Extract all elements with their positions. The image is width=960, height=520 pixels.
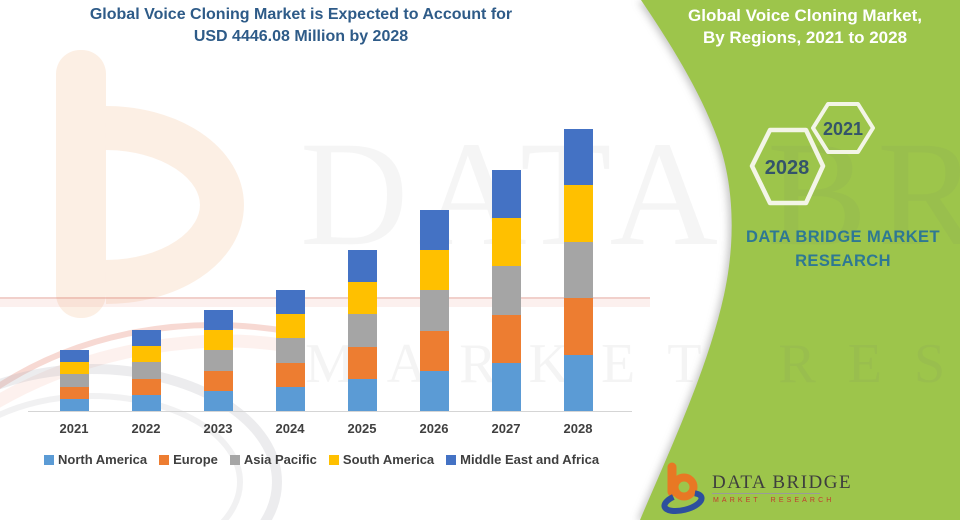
bar-segment-middle-east-and-africa-2024 xyxy=(275,290,305,314)
x-axis-label-2026: 2026 xyxy=(419,421,449,436)
legend-swatch xyxy=(446,454,457,465)
bar-segment-middle-east-and-africa-2021 xyxy=(59,350,89,362)
bar-segment-asia-pacific-2024 xyxy=(275,338,305,363)
hexagon-2028-label: 2028 xyxy=(765,157,810,179)
bar-segment-asia-pacific-2021 xyxy=(59,374,89,387)
legend-swatch xyxy=(159,454,170,465)
bar-segment-asia-pacific-2028 xyxy=(563,242,593,298)
legend-swatch xyxy=(44,454,54,465)
bar-segment-north-america-2028 xyxy=(563,355,593,411)
legend-label: Asia Pacific xyxy=(243,452,317,467)
legend-item-asia-pacific: Asia Pacific xyxy=(229,452,317,467)
bar-segment-middle-east-and-africa-2023 xyxy=(203,310,233,330)
bar-segment-south-america-2022 xyxy=(131,346,161,362)
bar-segment-asia-pacific-2027 xyxy=(491,266,521,315)
bar-segment-south-america-2024 xyxy=(275,314,305,338)
bar-segment-middle-east-and-africa-2022 xyxy=(131,330,161,346)
x-axis-label-2027: 2027 xyxy=(491,421,521,436)
bar-segment-europe-2026 xyxy=(419,331,449,371)
legend-swatch xyxy=(229,454,240,465)
bar-segment-asia-pacific-2025 xyxy=(347,314,377,347)
bar-segment-europe-2021 xyxy=(59,387,89,399)
bar-segment-europe-2027 xyxy=(491,315,521,363)
legend-item-middle-east-and-africa: Middle East and Africa xyxy=(446,452,599,467)
bar-segment-europe-2023 xyxy=(203,371,233,391)
bar-segment-north-america-2022 xyxy=(131,395,161,411)
bar-segment-asia-pacific-2023 xyxy=(203,350,233,371)
bar-segment-middle-east-and-africa-2027 xyxy=(491,170,521,218)
bar-segment-south-america-2026 xyxy=(419,250,449,290)
bar-segment-europe-2028 xyxy=(563,298,593,355)
side-panel-brand: DATA BRIDGE MARKET RESEARCH xyxy=(718,225,960,273)
side-panel-brand-line2: RESEARCH xyxy=(795,252,891,270)
hexagon-2021 xyxy=(811,102,875,154)
bar-segment-asia-pacific-2022 xyxy=(131,362,161,379)
chart-title-line2: USD 4446.08 Million by 2028 xyxy=(193,28,409,45)
chart-legend: North America Europe Asia Pacific South Ame… xyxy=(44,452,599,467)
bar-segment-south-america-2025 xyxy=(347,282,377,314)
bar-segment-north-america-2027 xyxy=(491,363,521,411)
side-panel-brand-line1: DATA BRIDGE MARKET xyxy=(746,228,940,246)
chart-title: Global Voice Cloning Market is Expected … xyxy=(40,4,562,48)
bar-segment-europe-2022 xyxy=(131,379,161,395)
bar-segment-south-america-2021 xyxy=(59,362,89,374)
logo-b-bowl xyxy=(670,473,698,501)
bar-segment-asia-pacific-2026 xyxy=(419,290,449,331)
logo-divider xyxy=(712,493,820,494)
databridge-logo: DATA BRIDGE MARKET RESEARCH xyxy=(660,460,890,516)
bar-segment-south-america-2023 xyxy=(203,330,233,350)
bar-segment-north-america-2023 xyxy=(203,391,233,411)
logo-swoosh xyxy=(661,489,705,515)
legend-item-north-america: North America xyxy=(44,452,147,467)
watermark-horizontal-band xyxy=(0,297,650,307)
logo-wordmark: DATA BRIDGE xyxy=(712,472,853,493)
x-axis-label-2023: 2023 xyxy=(203,421,233,436)
legend-swatch xyxy=(328,454,339,465)
side-panel-background xyxy=(640,0,960,520)
bar-segment-middle-east-and-africa-2028 xyxy=(563,129,593,185)
legend-label: North America xyxy=(58,452,148,467)
bar-segment-south-america-2027 xyxy=(491,218,521,266)
x-axis-label-2021: 2021 xyxy=(59,421,89,436)
bar-segment-north-america-2024 xyxy=(275,387,305,411)
bar-segment-europe-2025 xyxy=(347,347,377,379)
x-axis-label-2022: 2022 xyxy=(131,421,161,436)
bar-segment-south-america-2028 xyxy=(563,185,593,242)
legend-label: Europe xyxy=(173,452,218,467)
legend-label: South America xyxy=(342,452,435,467)
x-axis-line xyxy=(28,411,632,412)
x-axis-label-2024: 2024 xyxy=(275,421,305,436)
hexagon-2028 xyxy=(749,127,826,206)
logo-tagline: MARKET RESEARCH xyxy=(713,497,835,504)
legend-item-south-america: South America xyxy=(328,452,435,467)
side-panel-title-line1: Global Voice Cloning Market, xyxy=(688,6,922,25)
legend-item-europe: Europe xyxy=(159,452,218,467)
chart-title-line1: Global Voice Cloning Market is Expected … xyxy=(89,6,513,23)
bar-segment-north-america-2021 xyxy=(59,399,89,411)
databridge-logo-mark xyxy=(661,462,705,515)
bar-segment-north-america-2025 xyxy=(347,379,377,411)
x-axis-label-2025: 2025 xyxy=(347,421,377,436)
side-panel-title-line2: By Regions, 2021 to 2028 xyxy=(702,28,908,47)
bar-segment-middle-east-and-africa-2025 xyxy=(347,250,377,282)
side-panel-title: Global Voice Cloning Market, By Regions,… xyxy=(655,5,955,49)
bar-segment-north-america-2026 xyxy=(419,371,449,411)
bar-segment-middle-east-and-africa-2026 xyxy=(419,210,449,250)
bar-segment-europe-2024 xyxy=(275,363,305,387)
x-axis-label-2028: 2028 xyxy=(563,421,593,436)
legend-label: Middle East and Africa xyxy=(460,452,600,467)
hexagon-2021-label: 2021 xyxy=(823,119,863,139)
